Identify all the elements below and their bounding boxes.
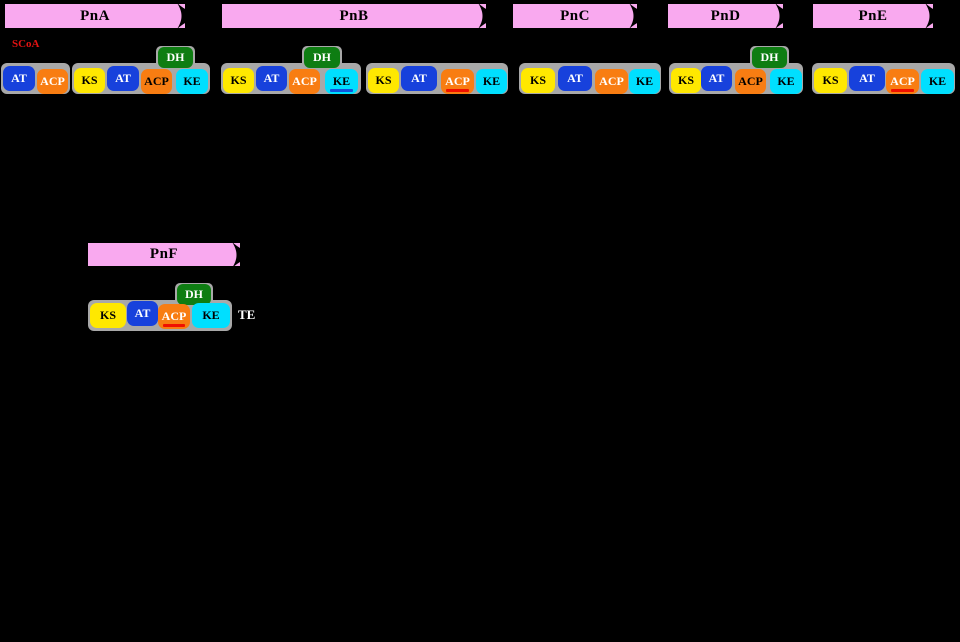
arrowhead-icon xyxy=(629,3,657,29)
arrowhead-icon xyxy=(925,3,953,29)
domain-acp: ACP xyxy=(735,69,766,94)
gene-label-pnc: PnC xyxy=(560,7,590,24)
loading-substrate-label: SCoA xyxy=(12,38,40,50)
te-domain-label: TE xyxy=(238,307,256,322)
red-underline-marker xyxy=(163,324,185,327)
arrowhead-icon xyxy=(775,3,803,29)
domain-ke: KE xyxy=(192,303,230,328)
gene-arrow-pnd: PnD xyxy=(668,3,803,29)
red-underline-marker xyxy=(891,89,914,92)
gene-arrow-pnb: PnB xyxy=(222,3,506,29)
gene-label-pne: PnE xyxy=(858,7,888,24)
domain-at: AT xyxy=(849,66,885,91)
gene-label-pnb: PnB xyxy=(339,7,369,24)
domain-ks: KS xyxy=(521,68,555,93)
domain-dh: DH xyxy=(304,47,340,68)
gene-arrow-pne: PnE xyxy=(813,3,953,29)
domain-ke: KE xyxy=(770,69,802,94)
domain-at: AT xyxy=(256,66,287,91)
domain-dh: DH xyxy=(752,47,787,68)
domain-acp: ACP xyxy=(141,69,172,94)
domain-ke: KE xyxy=(325,69,358,94)
red-underline-marker xyxy=(446,89,469,92)
domain-ks: KS xyxy=(223,68,254,93)
arrowhead-icon xyxy=(177,3,205,29)
domain-ks: KS xyxy=(814,68,847,93)
domain-dh: DH xyxy=(177,284,211,305)
domain-at: AT xyxy=(3,66,35,91)
domain-acp: ACP xyxy=(595,69,628,94)
domain-ke: KE xyxy=(176,69,208,94)
domain-at: AT xyxy=(701,66,732,91)
gene-label-pnd: PnD xyxy=(710,7,741,24)
domain-acp: ACP xyxy=(441,69,474,94)
domain-acp: ACP xyxy=(886,69,919,94)
blue-underline-marker xyxy=(330,89,353,92)
domain-at: AT xyxy=(558,66,592,91)
arrowhead-icon xyxy=(478,3,506,29)
domain-ks: KS xyxy=(368,68,399,93)
domain-acp: ACP xyxy=(37,69,68,94)
domain-ks: KS xyxy=(74,68,105,93)
gene-arrow-pnf: PnF xyxy=(88,242,260,268)
domain-at: AT xyxy=(127,301,158,326)
gene-arrow-pnc: PnC xyxy=(513,3,657,29)
domain-ke: KE xyxy=(921,69,954,94)
gene-label-pnf: PnF xyxy=(149,246,179,262)
gene-arrow-pna: PnA xyxy=(5,3,205,29)
domain-dh: DH xyxy=(158,47,193,68)
domain-ke: KE xyxy=(476,69,507,94)
domain-at: AT xyxy=(107,66,139,91)
domain-ke: KE xyxy=(629,69,660,94)
domain-acp: ACP xyxy=(289,69,320,94)
domain-at: AT xyxy=(401,66,437,91)
arrowhead-icon xyxy=(232,242,260,268)
domain-ks: KS xyxy=(90,303,126,328)
gene-label-pna: PnA xyxy=(80,7,110,24)
domain-ks: KS xyxy=(671,68,701,93)
domain-acp: ACP xyxy=(158,304,190,329)
